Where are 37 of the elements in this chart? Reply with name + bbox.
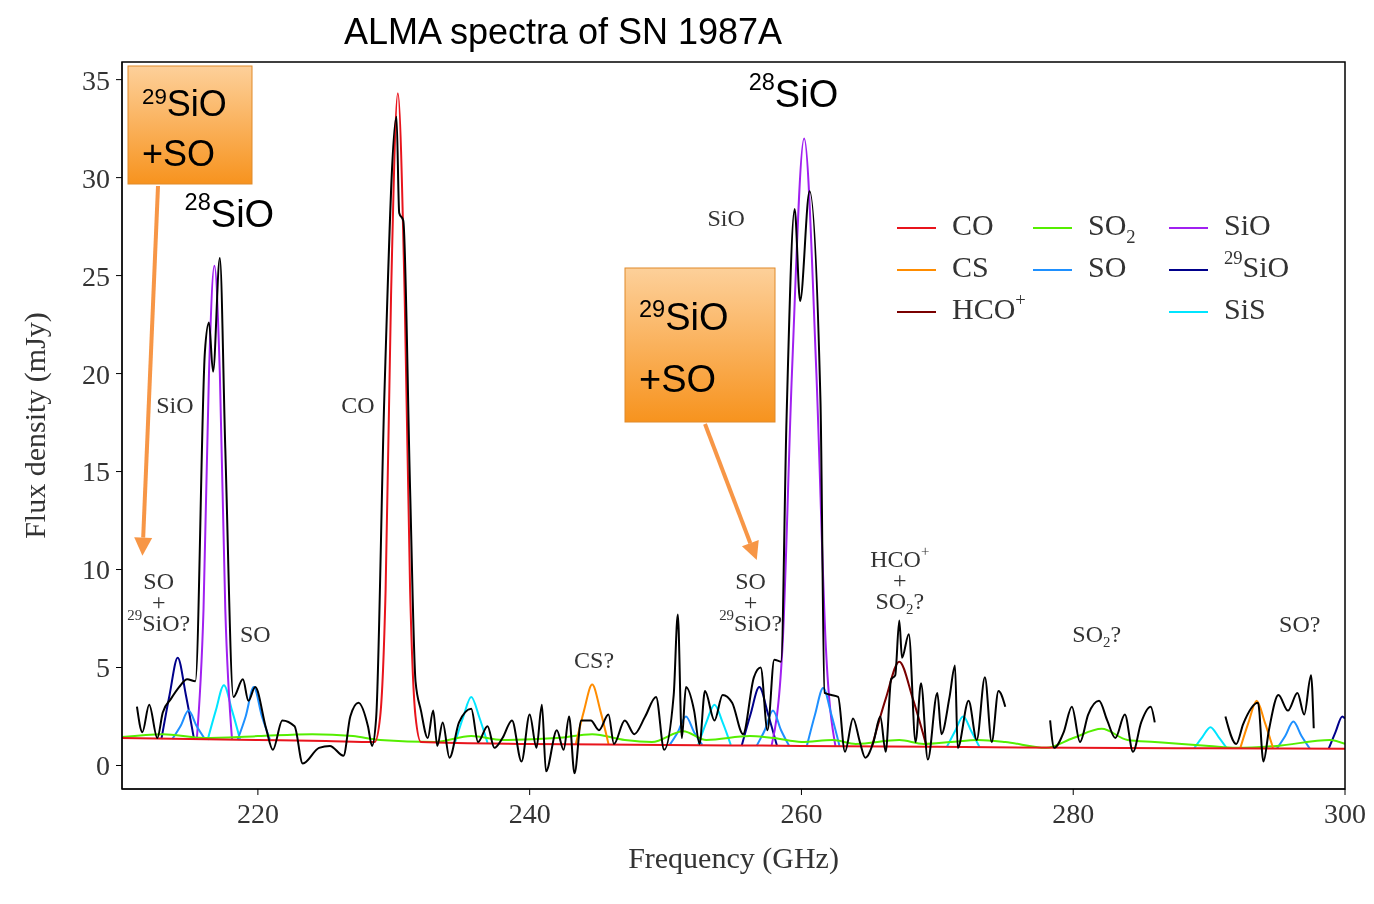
annotation: $^{28}$SiO xyxy=(184,189,275,235)
y-tick-label: 15 xyxy=(82,456,110,488)
legend-label: SO$_{2}$ xyxy=(1088,207,1136,247)
y-tick-label: 35 xyxy=(82,64,110,96)
y-axis-title: Flux density (mJy) xyxy=(17,312,52,539)
y-tick-label: 10 xyxy=(82,554,110,586)
legend-label: SO xyxy=(1088,249,1127,283)
x-tick-label: 280 xyxy=(1052,797,1095,829)
annotation: SO$_{2}$? xyxy=(1072,620,1122,651)
annotation: SiO xyxy=(156,391,194,418)
legend-label: SiO xyxy=(1224,207,1271,241)
x-tick-label: 300 xyxy=(1324,797,1366,829)
line-series xyxy=(122,727,1345,749)
legend-label: SiS xyxy=(1224,291,1266,325)
annotation: SO xyxy=(239,620,271,647)
annotation: CS? xyxy=(574,646,615,673)
legend-label: $^{29}$SiO xyxy=(1224,246,1290,283)
y-tick-label: 30 xyxy=(82,162,110,194)
y-tick-label: 20 xyxy=(82,358,110,390)
annotation: $^{28}$SiO xyxy=(748,69,839,116)
y-tick-label: 0 xyxy=(96,750,110,782)
chart-title: ALMA spectra of SN 1987A xyxy=(343,10,783,52)
y-tick-label: 25 xyxy=(82,260,110,292)
annotation: SO? xyxy=(1279,610,1321,637)
annotation: CO xyxy=(341,391,375,418)
x-tick-label: 220 xyxy=(236,797,279,829)
y-tick-label: 5 xyxy=(96,652,110,684)
legend-label: CS xyxy=(952,249,989,283)
legend-label: HCO$^{+}$ xyxy=(952,288,1026,325)
annotation: SiO xyxy=(707,204,745,231)
annotation: $^{29}$SiO +SO xyxy=(639,296,729,400)
x-axis-title: Frequency (GHz) xyxy=(628,841,839,875)
x-tick-label: 240 xyxy=(508,797,551,829)
x-tick-label: 260 xyxy=(780,797,823,829)
annotation: $^{29}$SiO +SO xyxy=(142,83,227,174)
legend-label: CO xyxy=(952,207,994,241)
annotation: HCO$^{+}$ + SO$_{2}$? xyxy=(870,543,930,618)
